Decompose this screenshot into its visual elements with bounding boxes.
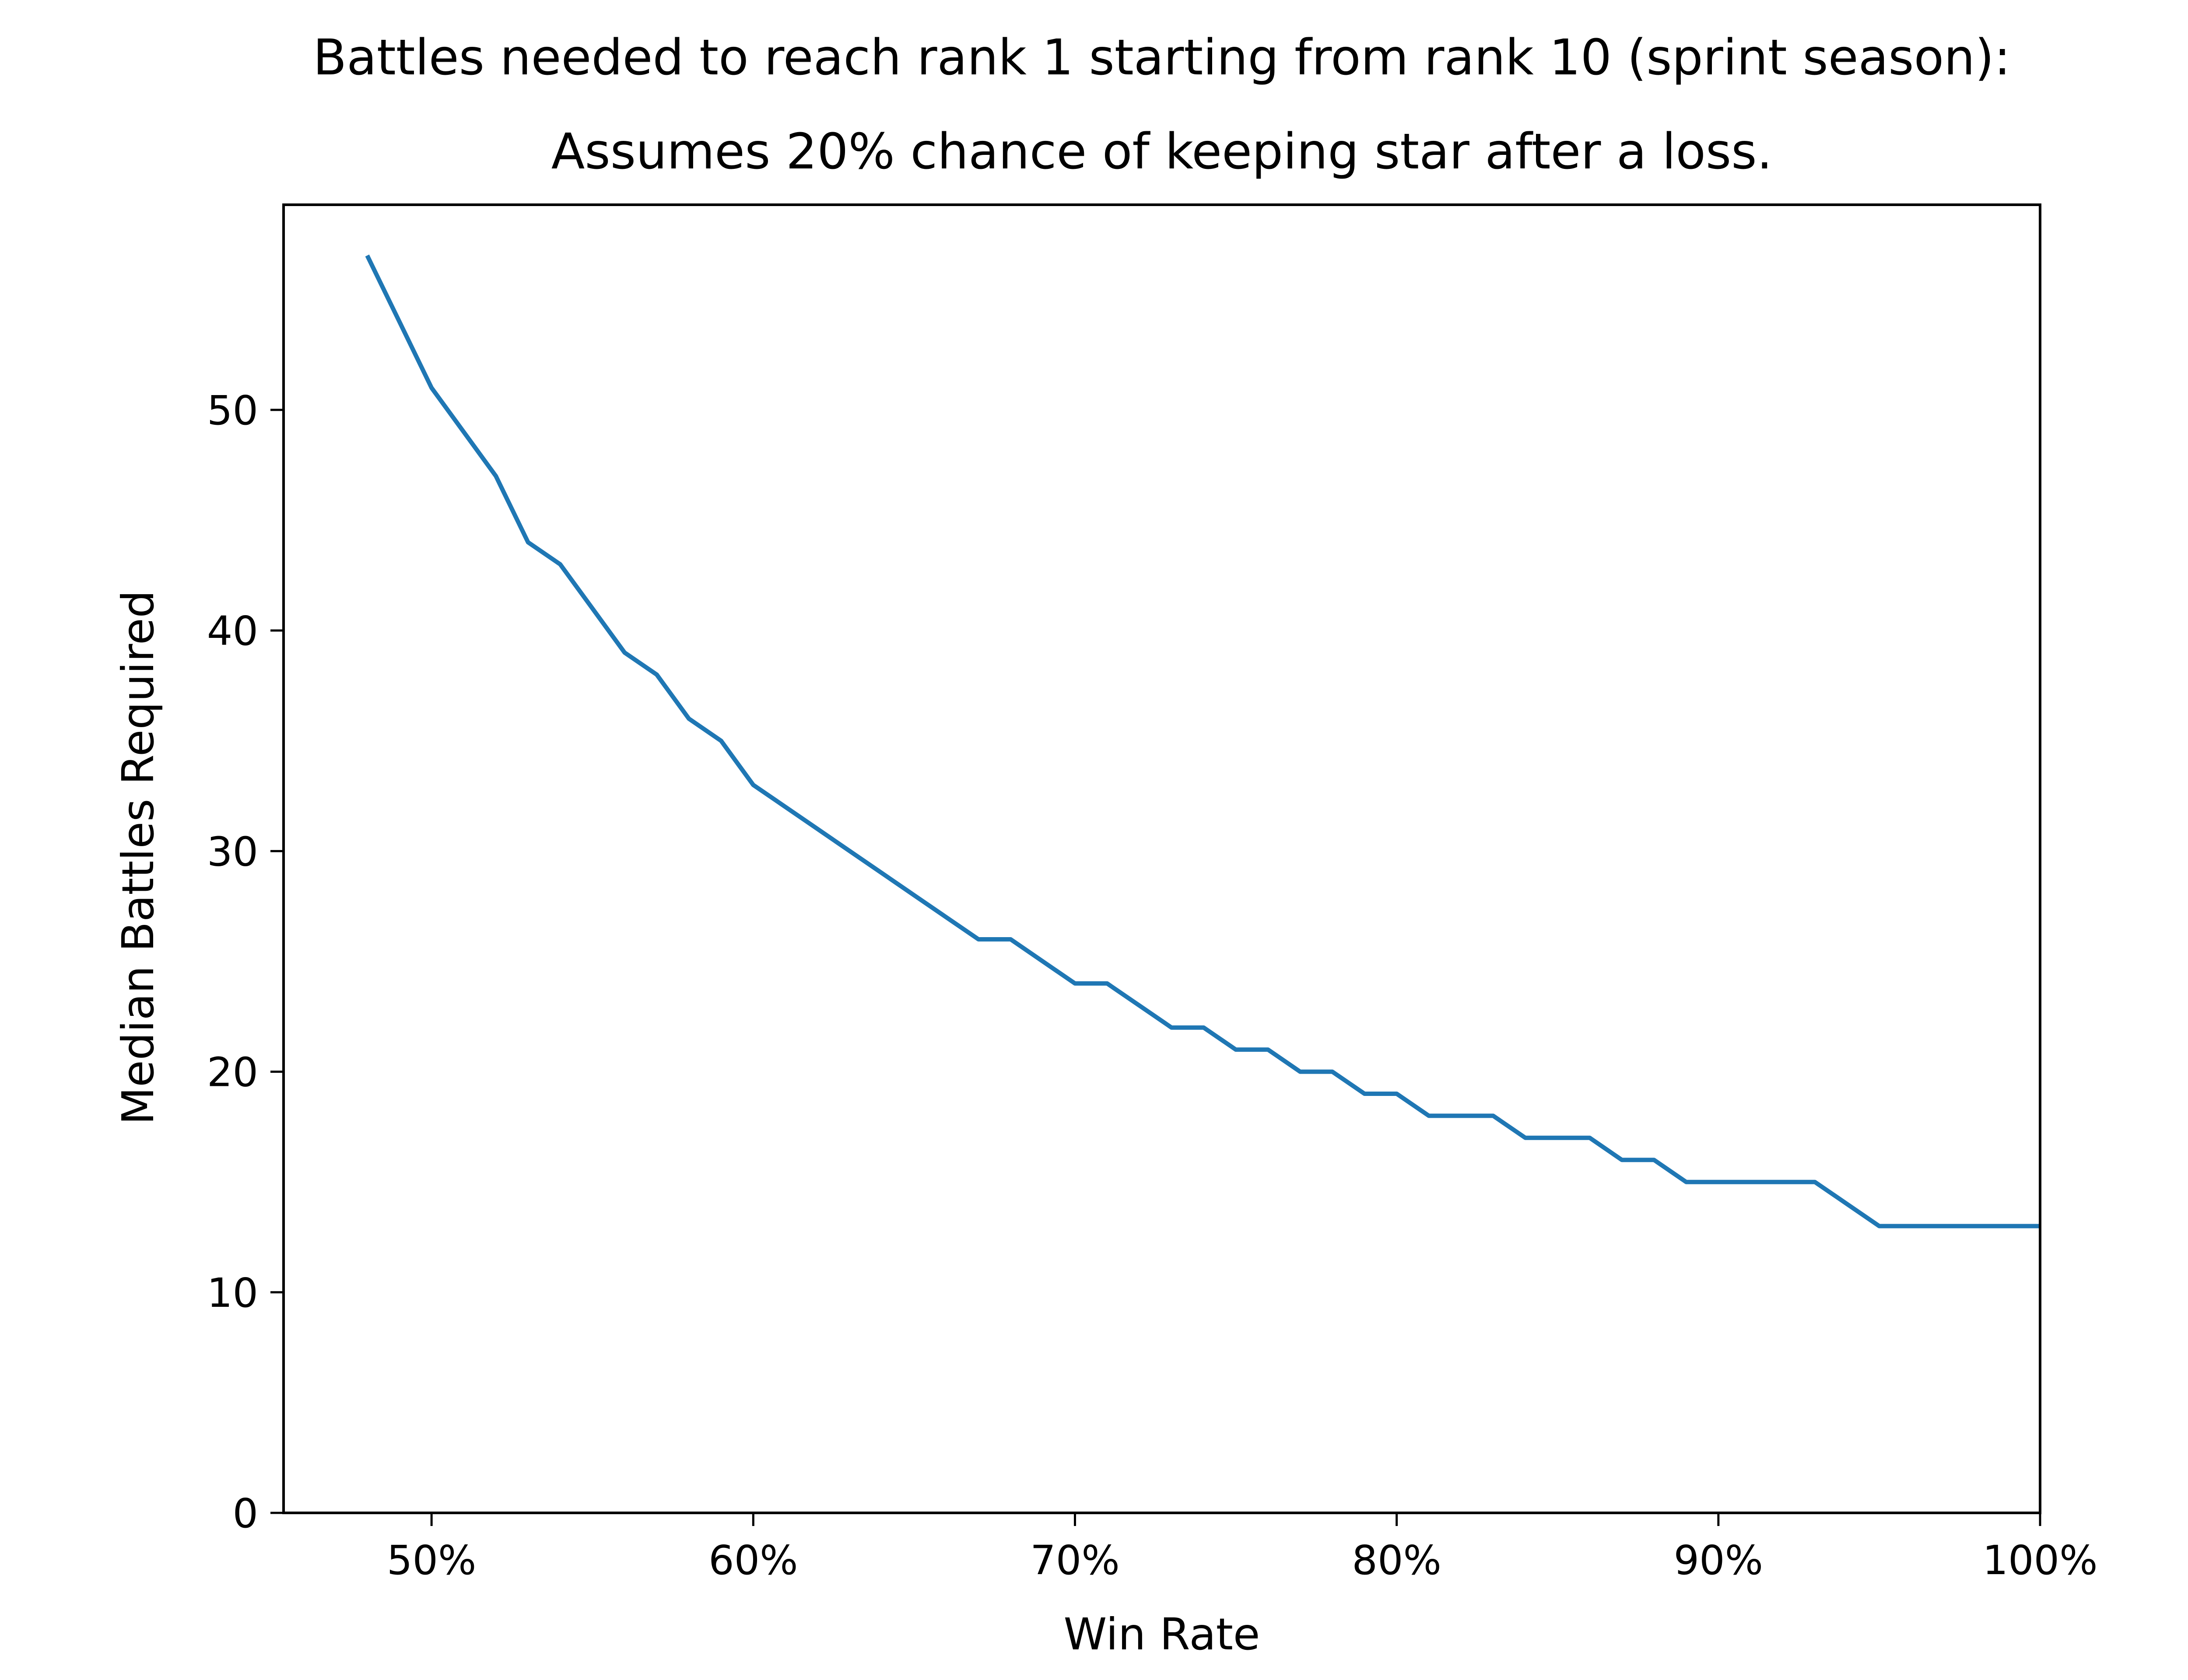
x-tick-label: 70% [1030, 1537, 1119, 1584]
y-tick-label: 20 [207, 1049, 258, 1096]
x-tick-label: 80% [1352, 1537, 1441, 1584]
y-tick-label: 0 [232, 1490, 258, 1537]
axis-ticks: 50% 60% 70% 80% 90% 100% 0 10 20 30 40 50 [207, 387, 2098, 1584]
chart-subtitle: Assumes 20% chance of keeping star after… [551, 123, 1772, 180]
x-tick-label: 50% [387, 1537, 476, 1584]
x-tick-label: 100% [1982, 1537, 2097, 1584]
series-line [365, 254, 2040, 1228]
series-layer [365, 254, 2040, 1228]
x-tick-label: 90% [1674, 1537, 1763, 1584]
chart-title: Battles needed to reach rank 1 starting … [313, 29, 2010, 86]
x-tick-label: 60% [708, 1537, 798, 1584]
y-tick-label: 50 [207, 387, 258, 434]
y-axis-label: Median Battles Required [112, 590, 164, 1125]
x-axis-label: Win Rate [1064, 1609, 1260, 1660]
plot-area-frame [282, 203, 2041, 1514]
y-tick-label: 40 [207, 608, 258, 654]
y-tick-label: 10 [207, 1270, 258, 1316]
y-tick-label: 30 [207, 828, 258, 875]
